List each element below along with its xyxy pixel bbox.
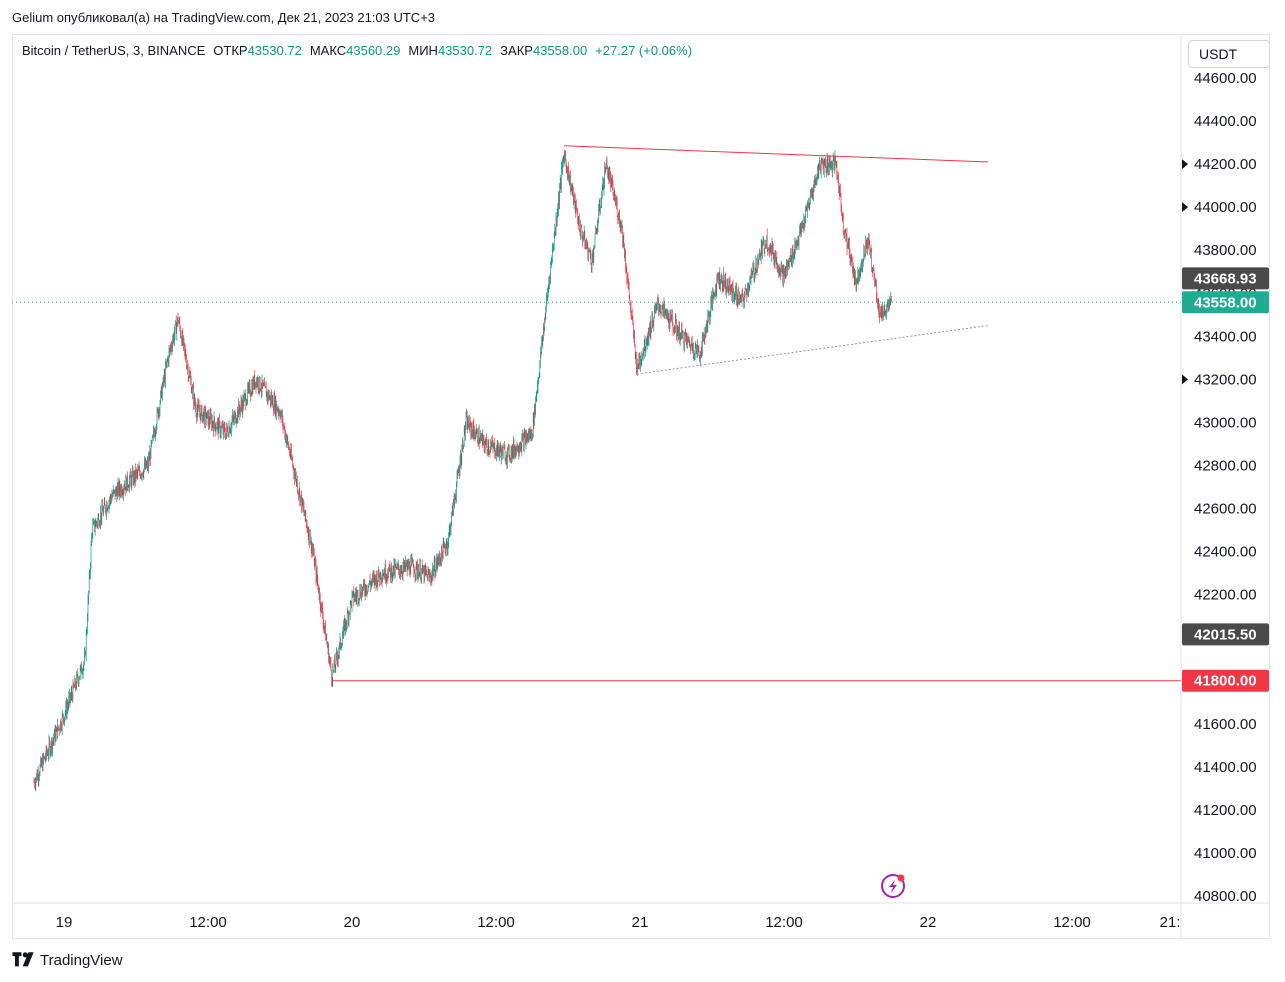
time-tick-label: 21 [632, 914, 649, 931]
price-tag-label: 43668.93 [1194, 270, 1257, 287]
close-value: 43558.00 [532, 43, 588, 58]
time-tick-label: 21: [1160, 914, 1181, 931]
time-tick-label: 12:00 [189, 914, 227, 931]
price-tick-label: 42200.00 [1194, 587, 1257, 604]
price-tick-label: 40800.00 [1194, 888, 1257, 905]
price-tags: 43668.93 43558.00 42015.50 41800.00 [1182, 267, 1269, 692]
currency-unit-button[interactable]: USDT [1188, 40, 1270, 68]
tradingview-footer[interactable]: TradingView [12, 951, 123, 969]
price-tag-box [1182, 669, 1269, 692]
lightning-icon[interactable] [881, 874, 905, 898]
price-axis-ticks: 44600.00 44400.00 44200.00 44000.00 43800.00… [1194, 70, 1257, 905]
change-value: +27.27 (+0.06%) [595, 43, 693, 58]
time-tick-label: 12:00 [765, 914, 803, 931]
price-tag-box [1182, 291, 1269, 314]
price-tick-label: 43200.00 [1194, 371, 1257, 388]
high-value: 43560.29 [346, 43, 401, 58]
tradingview-wordmark: TradingView [40, 951, 123, 969]
time-axis-ticks: 19 12:00 20 12:00 21 12:00 22 12:00 21: [56, 914, 1181, 931]
price-tick-label: 44200.00 [1194, 156, 1257, 173]
support-trendline [636, 325, 989, 375]
axis-marker-icon [1182, 202, 1188, 213]
price-tag-box [1182, 623, 1269, 646]
time-tick-label: 20 [344, 914, 361, 931]
price-tag-label: 41800.00 [1194, 673, 1257, 690]
open-value: 43530.72 [247, 43, 302, 58]
close-label: ЗАКР [500, 43, 533, 58]
price-tag-label: 43558.00 [1194, 294, 1257, 311]
resistance-trendline [563, 145, 989, 163]
time-tick-label: 12:00 [477, 914, 515, 931]
price-tick-label: 41000.00 [1194, 845, 1257, 862]
price-tick-label: 41600.00 [1194, 716, 1257, 733]
price-tick-label: 44000.00 [1194, 199, 1257, 216]
price-tick-label: 42400.00 [1194, 544, 1257, 561]
high-label: МАКС [309, 43, 347, 58]
symbol-legend: Bitcoin / TetherUS, 3, BINANCE ОТКР43530.… [22, 43, 692, 58]
symbol-title[interactable]: Bitcoin / TetherUS, 3, BINANCE [22, 43, 206, 58]
price-tick-label: 42600.00 [1194, 501, 1257, 518]
price-tick-label: 43800.00 [1194, 242, 1257, 259]
price-tag: 42015.50 [1182, 623, 1269, 646]
low-value: 43530.72 [437, 43, 493, 58]
open-label: ОТКР [213, 43, 248, 58]
axis-marker-icon [1182, 374, 1188, 385]
price-tick-label: 41200.00 [1194, 802, 1257, 819]
publisher-line: Gelium опубликовал(а) на TradingView.com… [12, 10, 436, 25]
price-tick-label: 42800.00 [1194, 457, 1257, 474]
price-tag-box [1182, 267, 1269, 290]
chart-frame [12, 34, 1270, 939]
time-tick-label: 19 [56, 914, 73, 931]
price-tick-label: 44600.00 [1194, 70, 1257, 87]
price-tick-label: 44400.00 [1194, 113, 1257, 130]
price-tick-label: 43400.00 [1194, 328, 1257, 345]
price-tick-label: 43000.00 [1194, 414, 1257, 431]
candlestick-series [33, 149, 892, 792]
axis-marker-icon [1182, 159, 1188, 170]
price-tick-label: 41400.00 [1194, 759, 1257, 776]
tradingview-logo-icon [12, 952, 34, 967]
low-label: МИН [408, 43, 438, 58]
price-tag: 41800.00 [1182, 669, 1269, 692]
time-tick-label: 12:00 [1053, 914, 1091, 931]
drawing-layer [332, 145, 1181, 682]
price-tag: 43668.93 [1182, 267, 1269, 290]
price-tag-label: 42015.50 [1194, 626, 1257, 643]
price-tag: 43558.00 [1182, 291, 1269, 314]
alert-markers [1182, 159, 1188, 385]
time-tick-label: 22 [920, 914, 937, 931]
